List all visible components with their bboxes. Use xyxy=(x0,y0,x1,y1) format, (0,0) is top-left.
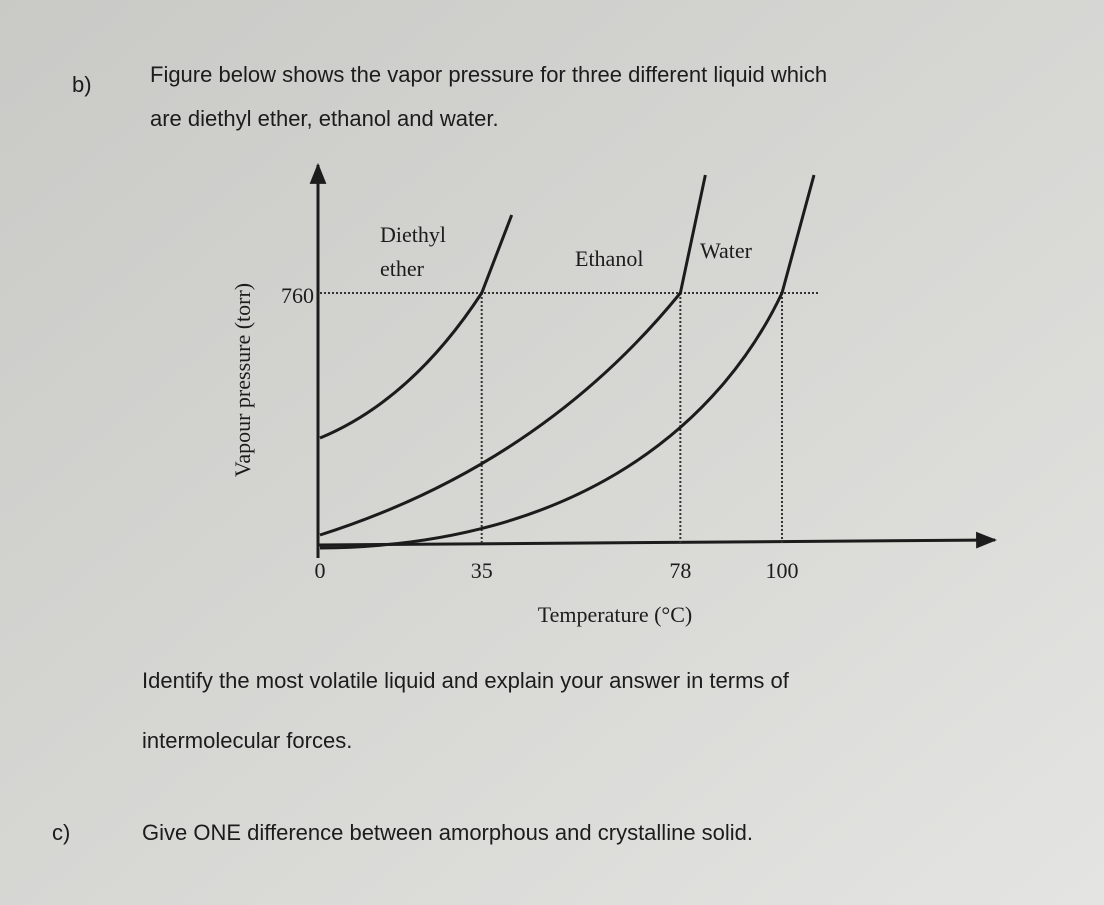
figure: Vapour pressure (torr) Temperature (°C) … xyxy=(230,162,998,627)
question-label: b) xyxy=(72,72,92,97)
x-tick-label: 78 xyxy=(669,558,691,583)
question-text: Give ONE difference between amorphous an… xyxy=(142,820,753,845)
task-text: intermolecular forces. xyxy=(142,728,352,753)
curve xyxy=(319,214,514,440)
task-text: Identify the most volatile liquid and ex… xyxy=(142,668,790,693)
question-label: c) xyxy=(52,820,70,845)
question-text: Figure below shows the vapor pressure fo… xyxy=(150,62,827,87)
x-tick-label: 35 xyxy=(471,558,493,583)
curve-label: Water xyxy=(700,238,753,263)
question-text: are diethyl ether, ethanol and water. xyxy=(150,106,499,131)
y-axis-label: Vapour pressure (torr) xyxy=(230,283,255,477)
curve-label: ether xyxy=(380,256,425,281)
x-tick-label: 100 xyxy=(766,558,799,583)
curve-label: Ethanol xyxy=(575,246,643,271)
curve xyxy=(319,174,707,537)
x-tick-label: 0 xyxy=(315,558,326,583)
x-axis xyxy=(317,531,998,549)
curve xyxy=(319,174,816,550)
curve-label: Diethyl xyxy=(380,222,446,247)
x-axis-label: Temperature (°C) xyxy=(538,602,692,627)
y-tick-label: 760 xyxy=(281,283,314,308)
